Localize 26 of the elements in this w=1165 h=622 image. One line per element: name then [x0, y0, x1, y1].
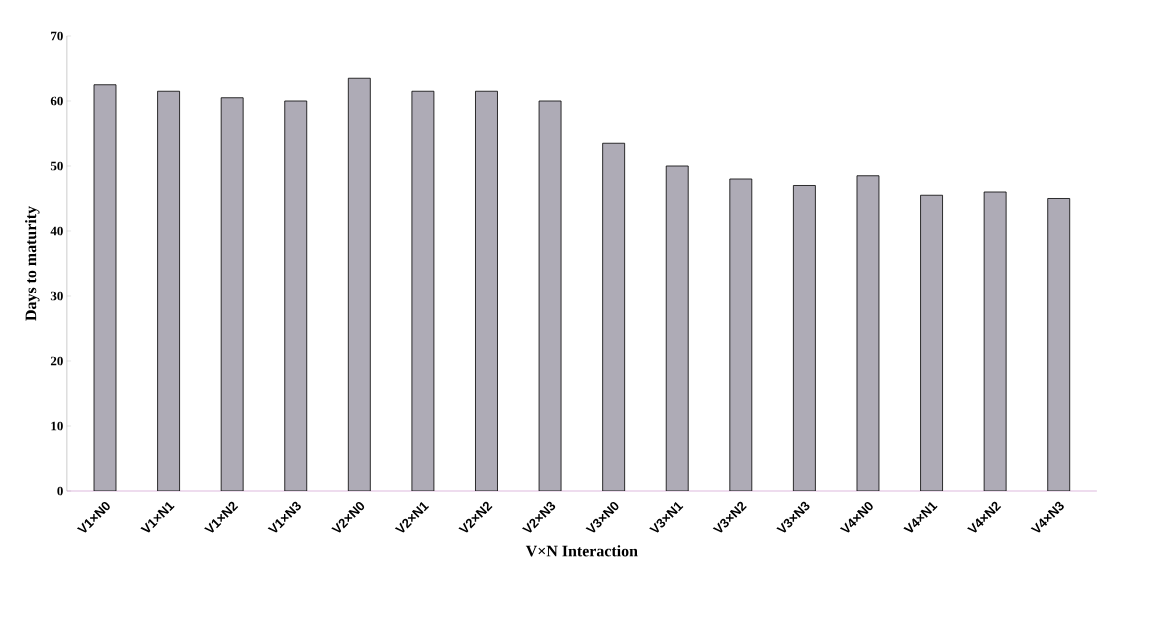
bar [347, 77, 371, 491]
bar [284, 100, 308, 491]
y-axis-title: Days to maturity [25, 206, 40, 321]
bar [1047, 198, 1071, 491]
bar [411, 90, 435, 491]
bar [157, 90, 180, 491]
bar [538, 100, 562, 491]
y-tick-label: 50 [50, 161, 63, 171]
y-tick-label: 70 [51, 31, 63, 41]
bar [856, 175, 880, 491]
y-tick-label: 60 [50, 96, 63, 106]
bar [792, 185, 816, 491]
y-tick-label: 30 [50, 291, 63, 301]
y-tick-label: 20 [50, 356, 63, 366]
bar [665, 165, 689, 491]
bar [475, 90, 498, 491]
bar [920, 194, 943, 491]
bar [729, 178, 753, 491]
y-tick-label: 40 [50, 226, 63, 236]
x-axis-title: V×N Interaction [525, 545, 638, 557]
bar [983, 191, 1007, 491]
y-tick-label: 10 [51, 421, 63, 431]
bar [602, 142, 626, 491]
bar [93, 84, 117, 491]
bar [220, 97, 244, 491]
y-tick-label: 0 [57, 486, 63, 496]
